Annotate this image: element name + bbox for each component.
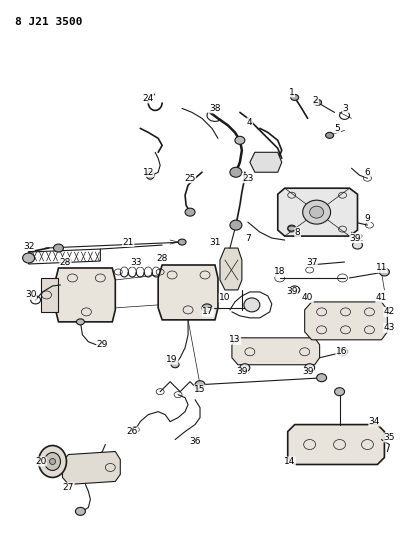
Polygon shape xyxy=(277,188,357,236)
Ellipse shape xyxy=(178,239,185,245)
Polygon shape xyxy=(55,268,115,322)
Text: 42: 42 xyxy=(383,308,394,317)
Ellipse shape xyxy=(229,167,241,177)
Ellipse shape xyxy=(38,446,66,478)
Text: 32: 32 xyxy=(23,241,34,251)
Text: 6: 6 xyxy=(364,168,370,177)
Ellipse shape xyxy=(325,132,333,139)
Polygon shape xyxy=(231,338,319,365)
Text: 39: 39 xyxy=(235,367,247,376)
Text: 38: 38 xyxy=(209,104,220,113)
Ellipse shape xyxy=(234,136,244,144)
Text: 43: 43 xyxy=(383,324,394,333)
Ellipse shape xyxy=(316,374,326,382)
Polygon shape xyxy=(287,425,384,464)
Text: 37: 37 xyxy=(305,257,317,266)
Ellipse shape xyxy=(76,319,84,325)
Ellipse shape xyxy=(289,286,299,294)
Text: 35: 35 xyxy=(383,433,394,442)
Text: 17: 17 xyxy=(202,308,213,317)
Ellipse shape xyxy=(313,100,321,106)
Text: 8: 8 xyxy=(294,228,300,237)
Text: 16: 16 xyxy=(335,348,347,356)
Text: 13: 13 xyxy=(229,335,240,344)
Ellipse shape xyxy=(185,208,195,216)
Text: 33: 33 xyxy=(130,257,142,266)
Ellipse shape xyxy=(304,364,314,372)
Text: 2: 2 xyxy=(312,96,318,105)
Polygon shape xyxy=(40,278,58,312)
Text: 22: 22 xyxy=(351,233,362,243)
Text: 21: 21 xyxy=(122,238,134,247)
Text: 34: 34 xyxy=(368,417,379,426)
Text: 39: 39 xyxy=(301,367,313,376)
Ellipse shape xyxy=(202,304,211,312)
Text: 8 J21 3500: 8 J21 3500 xyxy=(14,17,82,27)
Text: 15: 15 xyxy=(194,385,205,394)
Text: 26: 26 xyxy=(126,427,138,436)
Text: 23: 23 xyxy=(242,174,253,183)
Text: 25: 25 xyxy=(184,174,195,183)
Ellipse shape xyxy=(302,200,330,224)
Ellipse shape xyxy=(290,94,298,100)
Text: 41: 41 xyxy=(375,294,386,302)
Ellipse shape xyxy=(334,387,344,395)
Text: 9: 9 xyxy=(364,214,370,223)
Text: 19: 19 xyxy=(166,356,178,364)
Text: 24: 24 xyxy=(142,94,154,103)
Ellipse shape xyxy=(195,381,204,389)
Text: 5: 5 xyxy=(334,124,339,133)
Polygon shape xyxy=(62,451,120,484)
Text: 31: 31 xyxy=(209,238,220,247)
Ellipse shape xyxy=(171,362,179,368)
Ellipse shape xyxy=(50,458,55,464)
Text: 1: 1 xyxy=(288,88,294,97)
Text: 39: 39 xyxy=(285,287,297,296)
Ellipse shape xyxy=(351,241,362,249)
Polygon shape xyxy=(28,249,100,264)
Text: 10: 10 xyxy=(218,294,230,302)
Text: 36: 36 xyxy=(189,437,200,446)
Ellipse shape xyxy=(146,171,154,179)
Text: 27: 27 xyxy=(63,483,74,492)
Ellipse shape xyxy=(378,268,389,276)
Text: 20: 20 xyxy=(35,457,46,466)
Ellipse shape xyxy=(75,507,85,515)
Text: 18: 18 xyxy=(273,268,285,277)
Text: 29: 29 xyxy=(96,340,108,349)
Text: 40: 40 xyxy=(301,294,313,302)
Text: 28: 28 xyxy=(156,254,167,263)
Ellipse shape xyxy=(229,220,241,230)
Text: 4: 4 xyxy=(247,118,252,127)
Polygon shape xyxy=(219,248,241,290)
Text: 3: 3 xyxy=(342,104,348,113)
Text: 30: 30 xyxy=(25,290,36,300)
Text: 12: 12 xyxy=(142,168,154,177)
Ellipse shape xyxy=(309,206,323,218)
Text: 11: 11 xyxy=(375,263,386,272)
Text: 39: 39 xyxy=(349,233,361,243)
Polygon shape xyxy=(249,152,281,172)
Ellipse shape xyxy=(239,364,249,372)
Polygon shape xyxy=(304,302,387,340)
Text: 14: 14 xyxy=(283,457,295,466)
Ellipse shape xyxy=(287,225,295,231)
Ellipse shape xyxy=(45,453,60,471)
Ellipse shape xyxy=(53,244,63,252)
Ellipse shape xyxy=(337,348,347,356)
Text: 7: 7 xyxy=(244,233,250,243)
Ellipse shape xyxy=(243,298,259,312)
Text: 28: 28 xyxy=(59,257,71,266)
Ellipse shape xyxy=(23,253,35,263)
Polygon shape xyxy=(158,265,217,320)
